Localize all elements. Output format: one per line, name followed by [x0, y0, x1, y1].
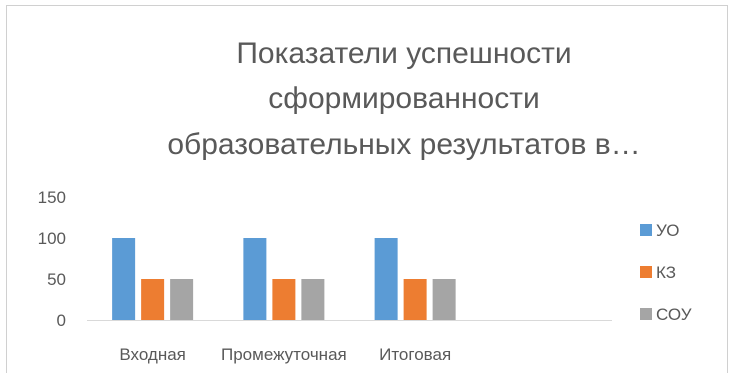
- legend-label: КЗ: [656, 263, 676, 282]
- legend: УО КЗ СОУ: [640, 221, 692, 324]
- bar: [272, 279, 296, 320]
- bar: [432, 279, 456, 320]
- y-tick-label: 100: [38, 229, 66, 248]
- chart-title-line: Показатели успешности: [236, 37, 571, 70]
- bar: [112, 238, 136, 320]
- x-tick-label: Итоговая: [379, 345, 451, 364]
- legend-label: УО: [656, 221, 679, 240]
- x-tick-label: Входная: [119, 345, 186, 364]
- y-tick-label: 50: [47, 270, 66, 289]
- bar: [141, 279, 165, 320]
- bar: [374, 238, 398, 320]
- x-tick-label: Промежуточная: [221, 345, 347, 364]
- x-axis: Входная Промежуточная Итоговая: [119, 345, 451, 364]
- legend-label: СОУ: [656, 305, 692, 324]
- bars: [112, 238, 456, 320]
- legend-swatch: [640, 224, 652, 236]
- legend-swatch: [640, 308, 652, 320]
- chart-title: Показатели успешности сформированности обр…: [167, 37, 640, 161]
- bar: [403, 279, 427, 320]
- y-tick-label: 0: [57, 311, 66, 330]
- bar: [301, 279, 325, 320]
- bar: [170, 279, 194, 320]
- legend-swatch: [640, 266, 652, 278]
- y-tick-label: 150: [38, 188, 66, 207]
- bar: [243, 238, 267, 320]
- chart-title-line: образовательных результатов в…: [167, 128, 640, 161]
- chart-title-line: сформированности: [268, 82, 539, 115]
- y-axis: 0 50 100 150: [38, 188, 612, 330]
